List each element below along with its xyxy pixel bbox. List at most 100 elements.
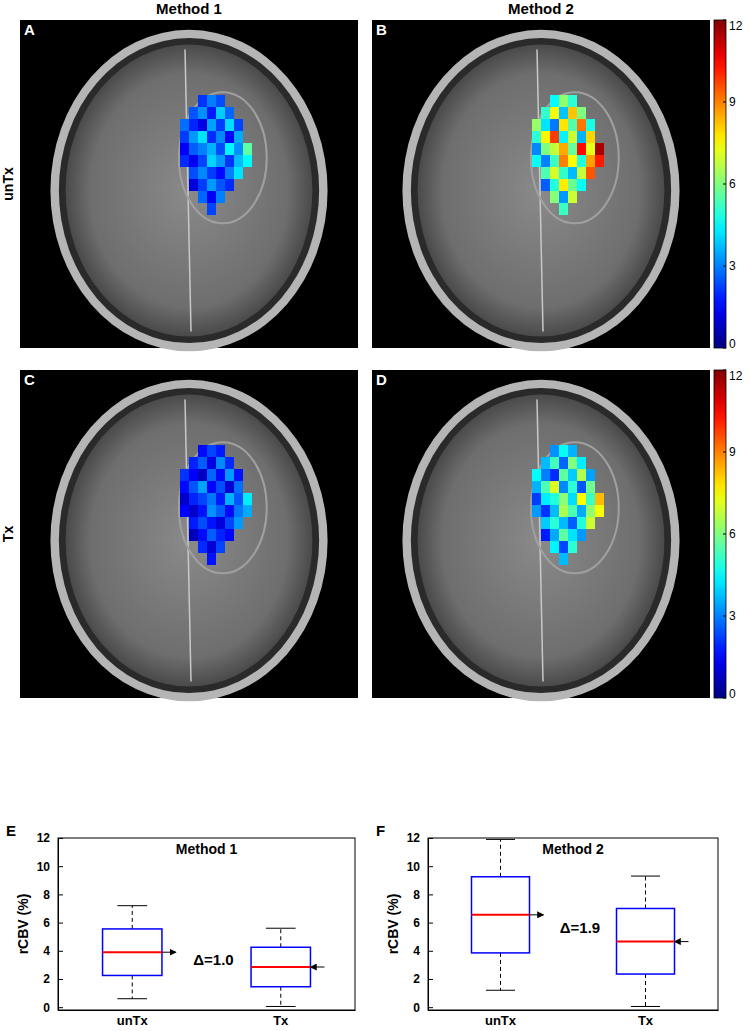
cell <box>225 155 234 167</box>
cell <box>207 131 216 143</box>
cell <box>225 119 234 131</box>
cell <box>586 481 595 493</box>
cell <box>550 493 559 505</box>
cell <box>595 143 604 155</box>
y-tick-label: 0 <box>413 1001 420 1015</box>
annotation-arrow <box>675 941 689 942</box>
cell <box>180 131 189 143</box>
cell <box>568 95 577 107</box>
cell <box>180 505 189 517</box>
cell <box>532 481 541 493</box>
cell <box>568 457 577 469</box>
whisker-upper <box>645 876 646 908</box>
colorbar-tick-label: 6 <box>729 177 736 191</box>
cell <box>559 179 568 191</box>
cell <box>207 469 216 481</box>
y-tick-mark <box>58 894 63 895</box>
lesion-rim <box>179 92 267 223</box>
cell <box>225 469 234 481</box>
annotation: Δ=1.9 <box>560 919 600 936</box>
cell <box>216 457 225 469</box>
cell <box>189 505 198 517</box>
cell <box>189 107 198 119</box>
cell <box>198 505 207 517</box>
annotation-arrow <box>162 952 176 953</box>
skull <box>50 30 327 351</box>
y-tick-label: 12 <box>407 831 421 845</box>
skull-inner <box>59 388 319 693</box>
y-tick-label: 4 <box>43 944 50 958</box>
cell <box>198 457 207 469</box>
whisker-cap-upper <box>266 928 296 929</box>
y-tick-mark <box>58 951 63 952</box>
cell <box>586 505 595 517</box>
cell <box>198 445 207 457</box>
cell <box>180 119 189 131</box>
cell <box>207 143 216 155</box>
image-background <box>372 20 710 348</box>
cell <box>198 155 207 167</box>
image-panel: D <box>372 370 710 701</box>
cell <box>550 445 559 457</box>
cell <box>550 167 559 179</box>
y-axis-line <box>429 839 434 1011</box>
cell <box>243 155 252 167</box>
cell <box>559 469 568 481</box>
cell <box>198 493 207 505</box>
cell <box>216 517 225 529</box>
cell <box>207 517 216 529</box>
cell <box>234 167 243 179</box>
cell <box>189 469 198 481</box>
cell <box>550 143 559 155</box>
cell <box>225 481 234 493</box>
cell <box>225 517 234 529</box>
overlay <box>180 95 252 215</box>
colorbar-tick-label: 12 <box>729 19 743 33</box>
cell <box>541 119 550 131</box>
cell <box>568 529 577 541</box>
cell <box>198 541 207 553</box>
y-tick: 10 <box>37 860 63 874</box>
panel-label: E <box>6 822 16 839</box>
cell <box>234 143 243 155</box>
lesion-rim <box>179 442 267 573</box>
cell <box>198 107 207 119</box>
cell <box>568 179 577 191</box>
cell <box>577 167 586 179</box>
cell <box>541 457 550 469</box>
cell <box>559 517 568 529</box>
x-tick-label: Tx <box>638 1013 654 1028</box>
cell <box>595 155 604 167</box>
cell <box>541 143 550 155</box>
y-tick-label: 2 <box>413 972 420 986</box>
y-tick: 2 <box>413 972 433 986</box>
cell <box>559 457 568 469</box>
brain <box>418 45 665 337</box>
cell <box>243 143 252 155</box>
cell <box>559 445 568 457</box>
overlay <box>532 95 604 215</box>
y-tick: 8 <box>43 888 63 902</box>
colorbar-tick <box>723 20 726 21</box>
skull <box>402 380 679 701</box>
cell <box>577 481 586 493</box>
cell <box>559 505 568 517</box>
cell <box>532 505 541 517</box>
cell <box>207 119 216 131</box>
cell <box>577 131 586 143</box>
colorbar-tick-label: 3 <box>729 609 736 623</box>
cell <box>577 469 586 481</box>
y-tick: 8 <box>413 888 433 902</box>
colorbar-tick <box>723 698 726 699</box>
cell <box>180 481 189 493</box>
cell <box>559 203 568 215</box>
cell <box>207 191 216 203</box>
cell <box>559 131 568 143</box>
cell <box>216 481 225 493</box>
y-axis: 024681012 <box>37 831 63 1014</box>
cell <box>225 131 234 143</box>
cell <box>207 457 216 469</box>
cell <box>234 469 243 481</box>
cell <box>568 481 577 493</box>
y-tick-mark <box>58 923 63 924</box>
